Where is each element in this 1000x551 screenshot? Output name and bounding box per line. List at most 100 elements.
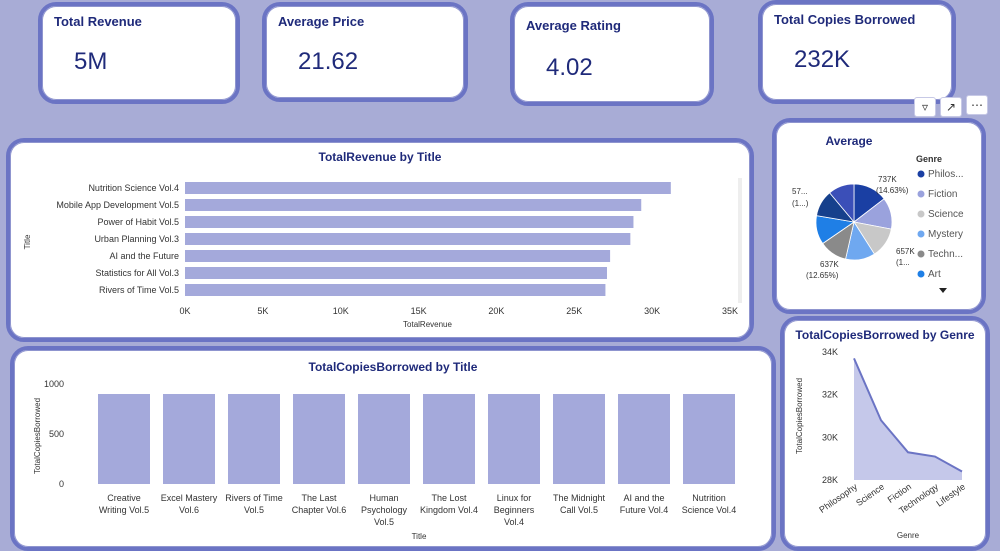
x-tick-label: Philosophy (817, 481, 859, 515)
x-tick-label: 20K (488, 306, 504, 316)
y-tick-label: 32K (822, 390, 838, 400)
x-tick-label: Vol.6 (179, 505, 199, 515)
pie-data-label: 57... (792, 187, 808, 196)
revenue-by-title-chart[interactable]: TotalRevenue by Title Nutrition Science … (6, 138, 754, 342)
pie-data-label: 737K (878, 175, 897, 184)
bar (185, 284, 606, 296)
area-fill (854, 358, 962, 480)
pie-data-label: 657K (896, 247, 915, 256)
copies-by-genre-chart[interactable]: TotalCopiesBorrowed by Genre 28K 30K 32K 34… (780, 316, 990, 551)
filter-icon[interactable]: ▿ (914, 97, 936, 117)
kpi-value: 232K (794, 46, 851, 73)
x-tick-label: Future Vol.4 (620, 505, 669, 515)
bar (293, 394, 345, 484)
y-axis-label: TotalCopiesBorrowed (795, 378, 804, 454)
bar-label: Nutrition Science Vol.4 (88, 183, 179, 193)
kpi-value: 4.02 (546, 54, 593, 81)
x-axis-label: TotalRevenue (403, 320, 452, 329)
area-line (853, 358, 963, 473)
x-tick-label: Call Vol.5 (560, 505, 598, 515)
bar (185, 216, 634, 228)
bar (185, 233, 631, 245)
bar (358, 394, 410, 484)
bar (185, 199, 642, 211)
bar-label: Power of Habit Vol.5 (97, 217, 179, 227)
x-axis-label: Genre (897, 531, 920, 540)
x-tick-label: 10K (333, 306, 349, 316)
legend-marker (917, 210, 925, 218)
focus-mode-icon[interactable]: ↗ (940, 97, 962, 117)
pie-data-label: (14.63%) (876, 186, 909, 195)
chart-title: TotalCopiesBorrowed by Genre (795, 328, 975, 342)
kpi-card-total-revenue[interactable]: Total Revenue 5M (38, 2, 240, 104)
y-axis-label: TotalCopiesBorrowed (33, 398, 42, 474)
bar-label: Urban Planning Vol.3 (94, 234, 179, 244)
y-tick-label: 1000 (44, 379, 64, 389)
x-tick-label: Chapter Vol.6 (292, 505, 347, 515)
legend-item: Fiction (928, 189, 957, 200)
average-pie-chart-panel[interactable]: Average 737K (14.63%) 657K (1... 637K (12.65%… (772, 118, 986, 314)
bar-label: Statistics for All Vol.3 (95, 268, 179, 278)
x-tick-label: Beginners (494, 505, 535, 515)
y-tick-label: 34K (822, 347, 838, 357)
bar (683, 394, 735, 484)
x-tick-label: The Last (301, 493, 337, 503)
y-tick-label: 0 (59, 479, 64, 489)
x-tick-label: The Midnight (553, 493, 606, 503)
more-options-icon[interactable]: ⋯ (966, 95, 988, 115)
pie-slice (829, 183, 855, 224)
y-axis-label: Title (23, 234, 32, 249)
kpi-card-average-price[interactable]: Average Price 21.62 (262, 2, 468, 102)
legend-marker (917, 250, 925, 258)
legend-scroll-down-icon (939, 288, 947, 293)
bar-label: AI and the Future (109, 251, 179, 261)
y-tick-label: 28K (822, 475, 838, 485)
y-tick-label: 500 (49, 429, 64, 439)
kpi-value: 5M (74, 48, 108, 75)
legend-item: Science (928, 209, 964, 220)
legend-marker (917, 270, 925, 278)
kpi-title: Average Price (278, 14, 365, 29)
legend-title: Genre (916, 154, 942, 164)
kpi-title: Average Rating (526, 18, 621, 33)
chart-title: TotalRevenue by Title (318, 150, 442, 164)
legend-item: Philos... (928, 169, 964, 180)
legend-marker (917, 190, 925, 198)
copies-bar-chart: 0 500 1000 Creative Writing Vol.5 Excel Maste… (33, 379, 736, 541)
legend-marker (917, 230, 925, 238)
bar (185, 250, 611, 262)
x-axis-label: Title (412, 532, 427, 541)
pie-data-label: (1... (896, 258, 910, 267)
bar (98, 394, 150, 484)
x-tick-label: 35K (722, 306, 738, 316)
pie-data-label: (12.65%) (806, 271, 839, 280)
x-tick-label: Psychology (361, 505, 408, 515)
bar (488, 394, 540, 484)
bar (163, 394, 215, 484)
x-tick-label: Kingdom Vol.4 (420, 505, 478, 515)
x-tick-label: Lifestyle (934, 481, 967, 508)
x-tick-label: Excel Mastery (161, 493, 218, 503)
x-tick-label: Human (369, 493, 398, 503)
x-tick-label: Vol.5 (374, 517, 394, 527)
bar (553, 394, 605, 484)
scrollbar (738, 178, 742, 303)
x-tick-label: Science (854, 481, 886, 508)
bar (228, 394, 280, 484)
bar (185, 267, 607, 279)
x-tick-label: The Lost (431, 493, 467, 503)
chart-title: TotalCopiesBorrowed by Title (308, 360, 478, 374)
x-tick-label: AI and the (623, 493, 664, 503)
y-tick-label: 30K (822, 432, 838, 442)
bar (423, 394, 475, 484)
revenue-bar-chart: Nutrition Science Vol.4 Mobile App Develo… (23, 178, 742, 329)
chart-title: Average (825, 134, 873, 148)
legend-item: Art (928, 269, 941, 280)
pie-chart: 737K (14.63%) 657K (1... 637K (12.65%) 57... (1… (792, 154, 964, 293)
kpi-card-average-rating[interactable]: Average Rating 4.02 (510, 2, 714, 106)
kpi-card-total-copies-borrowed[interactable]: Total Copies Borrowed 232K (758, 0, 956, 104)
x-tick-label: 0K (179, 306, 190, 316)
copies-by-title-chart[interactable]: TotalCopiesBorrowed by Title 0 500 1000 Cre… (10, 346, 776, 551)
kpi-value: 21.62 (298, 48, 359, 75)
